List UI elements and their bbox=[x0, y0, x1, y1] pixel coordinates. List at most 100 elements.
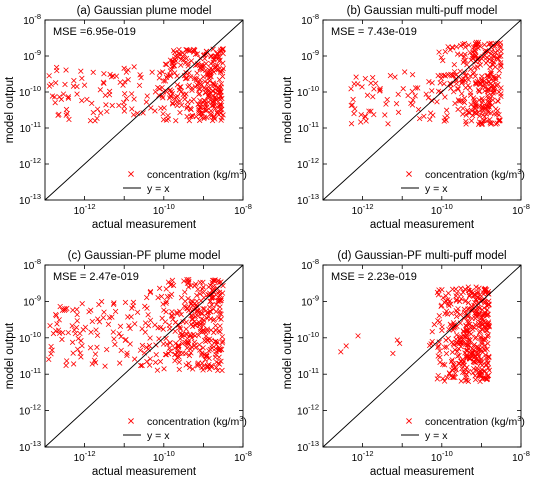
data-point bbox=[209, 302, 215, 308]
data-point bbox=[460, 358, 467, 365]
data-point bbox=[448, 71, 454, 78]
data-point bbox=[472, 109, 478, 116]
data-point bbox=[477, 292, 483, 298]
scatter-markers bbox=[46, 46, 226, 124]
data-point bbox=[207, 290, 213, 296]
data-point bbox=[73, 324, 80, 331]
data-point bbox=[215, 360, 221, 367]
y-tick-label: 10-8 bbox=[23, 257, 41, 272]
data-point bbox=[442, 94, 448, 100]
data-point bbox=[490, 89, 496, 95]
data-point bbox=[56, 330, 63, 336]
panel-title: (d) Gaussian-PF multi-puff model bbox=[337, 250, 506, 262]
data-point bbox=[193, 75, 199, 82]
data-point bbox=[408, 100, 414, 107]
data-point bbox=[467, 85, 473, 91]
y-tick-label: 10-11 bbox=[20, 120, 41, 135]
data-point bbox=[480, 349, 486, 356]
data-point bbox=[477, 43, 484, 49]
data-point bbox=[175, 322, 182, 328]
data-point bbox=[158, 293, 165, 300]
data-point bbox=[483, 111, 490, 117]
data-point bbox=[152, 359, 159, 366]
y-tick-label: 10-13 bbox=[19, 192, 41, 207]
data-point bbox=[427, 110, 434, 116]
data-point bbox=[216, 77, 223, 83]
data-point bbox=[74, 306, 80, 313]
data-point bbox=[191, 75, 198, 82]
data-point bbox=[445, 44, 451, 50]
data-point bbox=[448, 310, 455, 316]
data-point bbox=[59, 336, 65, 343]
data-point bbox=[62, 305, 68, 312]
data-point bbox=[124, 352, 130, 359]
data-point bbox=[207, 346, 213, 353]
data-point bbox=[465, 319, 472, 326]
data-point bbox=[201, 62, 207, 69]
data-point bbox=[396, 340, 403, 347]
data-point bbox=[409, 71, 416, 78]
data-point bbox=[471, 293, 477, 299]
data-point bbox=[94, 115, 100, 122]
data-point bbox=[200, 345, 206, 351]
data-point bbox=[110, 329, 116, 335]
data-point bbox=[197, 97, 203, 104]
x-tick-label: 10-12 bbox=[352, 449, 374, 464]
data-point bbox=[174, 311, 180, 317]
data-point bbox=[146, 342, 153, 349]
data-point bbox=[393, 101, 400, 107]
data-point bbox=[470, 347, 477, 353]
data-point bbox=[139, 342, 146, 349]
data-point bbox=[196, 117, 203, 124]
data-point bbox=[479, 105, 486, 111]
x-tick-label: 10-10 bbox=[431, 449, 453, 464]
data-point bbox=[157, 324, 164, 331]
data-point bbox=[204, 328, 211, 334]
data-point bbox=[453, 307, 459, 314]
data-point bbox=[395, 109, 402, 116]
data-point bbox=[165, 112, 171, 119]
data-point bbox=[192, 345, 199, 351]
data-point bbox=[458, 285, 464, 291]
data-point bbox=[167, 57, 174, 63]
data-point bbox=[177, 51, 183, 57]
data-point bbox=[450, 45, 456, 51]
data-point bbox=[109, 102, 115, 109]
data-point bbox=[214, 62, 221, 69]
y-tick-label: 10-9 bbox=[23, 293, 41, 308]
data-point bbox=[349, 102, 356, 108]
data-point bbox=[166, 345, 173, 351]
data-point bbox=[147, 317, 154, 323]
data-point bbox=[192, 322, 199, 329]
legend-label-identity: y = x bbox=[425, 430, 448, 442]
data-point bbox=[216, 347, 223, 353]
data-point bbox=[456, 360, 463, 367]
data-point bbox=[455, 97, 462, 103]
data-point bbox=[466, 342, 472, 349]
data-point bbox=[368, 80, 374, 86]
identity-line bbox=[322, 19, 522, 201]
data-point bbox=[202, 78, 208, 85]
panel-title: (b) Gaussian multi-puff model bbox=[347, 5, 498, 17]
data-point bbox=[415, 85, 421, 91]
data-point bbox=[495, 118, 502, 124]
data-point bbox=[453, 286, 459, 292]
data-point bbox=[498, 93, 504, 100]
data-point bbox=[189, 303, 196, 309]
data-point bbox=[200, 322, 206, 328]
data-point bbox=[490, 78, 497, 84]
data-point bbox=[488, 40, 494, 47]
data-point bbox=[471, 359, 477, 365]
scatter-markers bbox=[348, 39, 504, 127]
data-point bbox=[219, 367, 225, 374]
data-point bbox=[164, 72, 171, 78]
data-point bbox=[405, 92, 411, 99]
data-point bbox=[435, 292, 442, 298]
data-point bbox=[55, 112, 61, 118]
data-point bbox=[105, 321, 112, 328]
data-point bbox=[128, 91, 135, 97]
data-point bbox=[395, 91, 401, 97]
data-point bbox=[185, 63, 191, 69]
data-point bbox=[194, 308, 200, 314]
data-point bbox=[205, 337, 211, 343]
